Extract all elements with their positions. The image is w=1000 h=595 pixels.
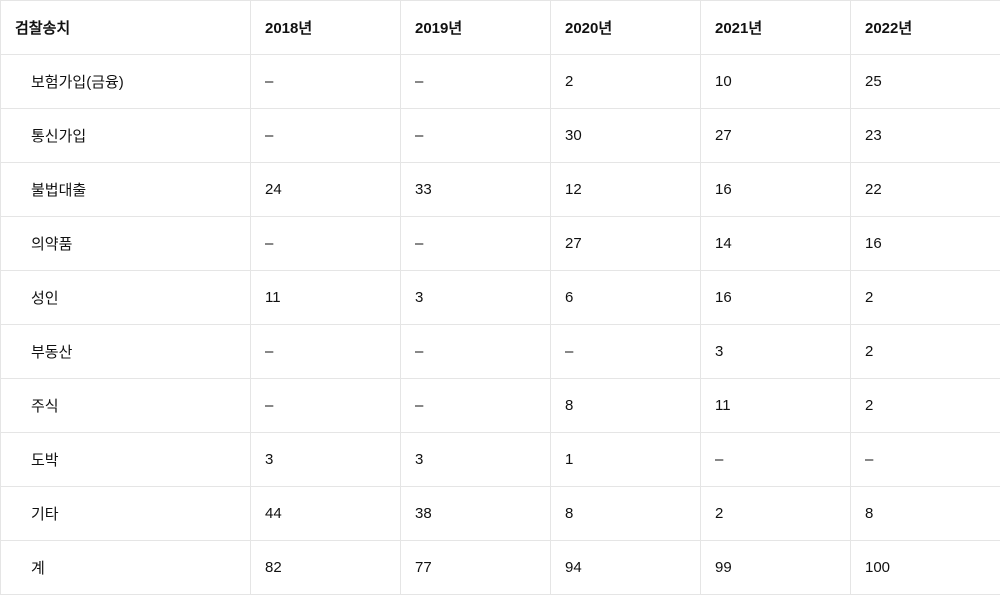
cell: 8 [551,487,701,541]
row-label: 기타 [1,487,251,541]
table-row: 성인 11 3 6 16 2 [1,271,1000,325]
col-header-2020: 2020년 [551,1,701,55]
cell: – [701,433,851,487]
cell: 2 [851,271,1000,325]
cell: – [401,325,551,379]
table-row: 부동산 – – – 3 2 [1,325,1000,379]
cell: 11 [701,379,851,433]
cell: 2 [551,55,701,109]
cell: 2 [701,487,851,541]
cell: – [551,325,701,379]
cell: – [401,217,551,271]
cell: 3 [401,271,551,325]
cell: 3 [251,433,401,487]
table-row: 의약품 – – 27 14 16 [1,217,1000,271]
cell: – [401,379,551,433]
cell: 16 [701,271,851,325]
row-label: 부동산 [1,325,251,379]
cell: 38 [401,487,551,541]
cell: 2 [851,325,1000,379]
cell: 12 [551,163,701,217]
table-header: 검찰송치 2018년 2019년 2020년 2021년 2022년 [1,1,1000,55]
cell: 6 [551,271,701,325]
cell: 3 [701,325,851,379]
row-label: 성인 [1,271,251,325]
table-body: 보험가입(금융) – – 2 10 25 통신가입 – – 30 27 23 불… [1,55,1000,595]
cell: 8 [851,487,1000,541]
cell: 27 [701,109,851,163]
col-header-2021: 2021년 [701,1,851,55]
table-row: 도박 3 3 1 – – [1,433,1000,487]
row-label: 불법대출 [1,163,251,217]
cell: 23 [851,109,1000,163]
cell: 16 [851,217,1000,271]
col-header-category: 검찰송치 [1,1,251,55]
cell: 33 [401,163,551,217]
cell: – [251,55,401,109]
cell: 2 [851,379,1000,433]
cell: 10 [701,55,851,109]
cell: 22 [851,163,1000,217]
row-label: 주식 [1,379,251,433]
cell: 77 [401,541,551,595]
table-row: 주식 – – 8 11 2 [1,379,1000,433]
cell: – [401,55,551,109]
cell: – [251,217,401,271]
row-label: 보험가입(금융) [1,55,251,109]
cell: 25 [851,55,1000,109]
table-row: 보험가입(금융) – – 2 10 25 [1,55,1000,109]
table-row: 불법대출 24 33 12 16 22 [1,163,1000,217]
data-table: 검찰송치 2018년 2019년 2020년 2021년 2022년 보험가입(… [0,0,1000,595]
col-header-2018: 2018년 [251,1,401,55]
row-label: 계 [1,541,251,595]
cell: 3 [401,433,551,487]
cell: 27 [551,217,701,271]
cell: 82 [251,541,401,595]
cell: 94 [551,541,701,595]
table-row-total: 계 82 77 94 99 100 [1,541,1000,595]
cell: 99 [701,541,851,595]
cell: – [851,433,1000,487]
cell: 44 [251,487,401,541]
table-row: 기타 44 38 8 2 8 [1,487,1000,541]
row-label: 도박 [1,433,251,487]
cell: – [251,325,401,379]
cell: 11 [251,271,401,325]
cell: 24 [251,163,401,217]
cell: 30 [551,109,701,163]
cell: 8 [551,379,701,433]
col-header-2022: 2022년 [851,1,1000,55]
row-label: 의약품 [1,217,251,271]
cell: – [251,379,401,433]
cell: – [251,109,401,163]
col-header-2019: 2019년 [401,1,551,55]
cell: 14 [701,217,851,271]
cell: 16 [701,163,851,217]
cell: – [401,109,551,163]
cell: 100 [851,541,1000,595]
table-row: 통신가입 – – 30 27 23 [1,109,1000,163]
row-label: 통신가입 [1,109,251,163]
header-row: 검찰송치 2018년 2019년 2020년 2021년 2022년 [1,1,1000,55]
cell: 1 [551,433,701,487]
